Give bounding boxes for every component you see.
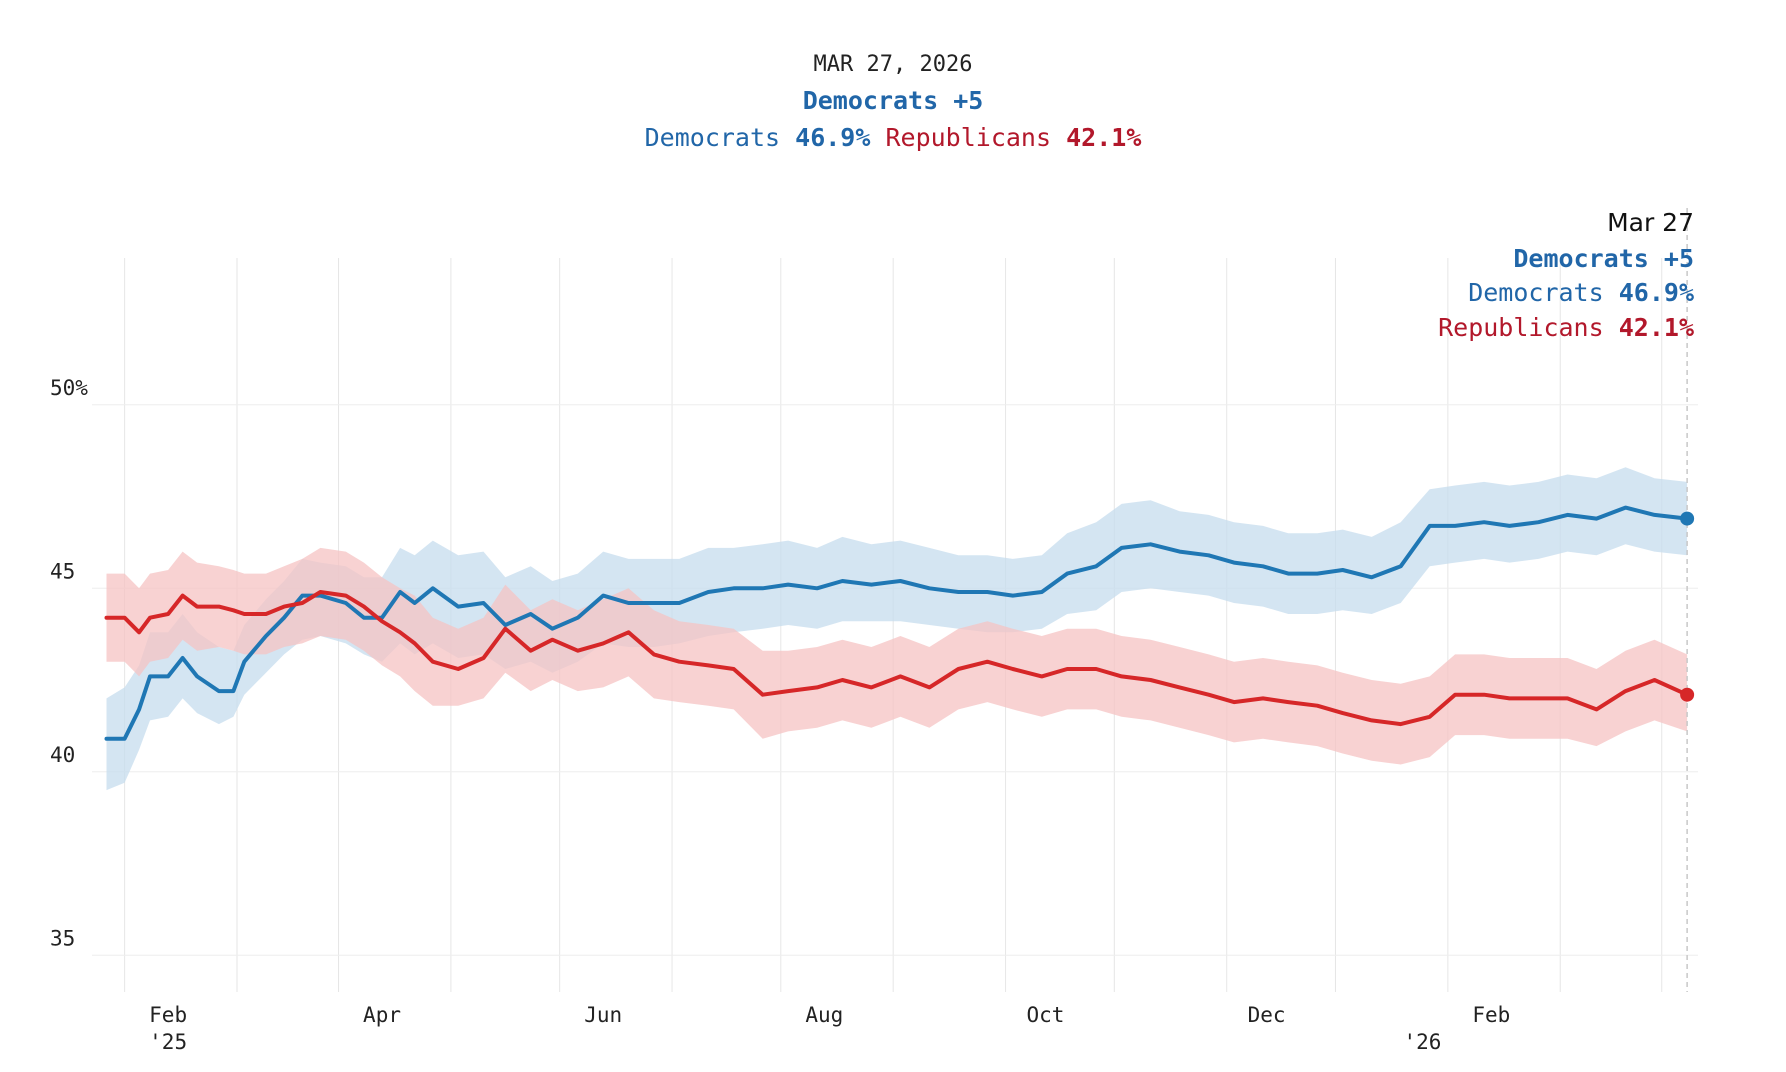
header-date: MAR 27, 2026 <box>813 52 973 77</box>
x-tick-label: Feb <box>149 1003 187 1027</box>
tooltip-lead: Democrats +5 <box>1513 244 1694 273</box>
header-rep-label: Republicans <box>885 123 1052 152</box>
y-tick-label: 35 <box>50 926 75 950</box>
x-tick-label: Jun <box>584 1003 622 1027</box>
x-tick-label: Aug <box>805 1003 843 1027</box>
header-dem-value: 46.9% <box>795 123 871 152</box>
tooltip-rep-value: 42.1% <box>1618 313 1694 342</box>
republicans-uncertainty-band <box>106 547 1688 765</box>
democrats-line <box>104 505 1690 741</box>
tooltip-dem: Democrats 46.9% <box>1468 278 1694 307</box>
democrats-uncertainty-band <box>106 467 1688 791</box>
tooltip-rep-label: Republicans <box>1438 313 1604 342</box>
tooltip-dem-label: Democrats <box>1468 278 1604 307</box>
democrats-endpoint-dot <box>1680 511 1695 526</box>
y-tick-label: 40 <box>50 743 75 767</box>
y-tick-label: 50% <box>50 376 88 400</box>
header-dem-label: Democrats <box>644 123 781 152</box>
republicans-endpoint-dot <box>1680 687 1695 702</box>
x-tick-label: Feb <box>1472 1003 1510 1027</box>
x-tick-label: Dec <box>1248 1003 1286 1027</box>
header-lead: Democrats +5 <box>802 86 984 115</box>
header-rep-value: 42.1% <box>1066 123 1142 152</box>
tooltip-rep: Republicans 42.1% <box>1438 313 1694 342</box>
tooltip-date: Mar 27 <box>1607 208 1694 237</box>
header-values: Democrats 46.9% Republicans 42.1% <box>0 123 1786 152</box>
y-tick-label: 45 <box>50 559 75 583</box>
x-tick-label: Oct <box>1026 1003 1064 1027</box>
republicans-line <box>104 590 1690 727</box>
x-tick-year-label: '25 <box>149 1030 187 1054</box>
tooltip-dem-value: 46.9% <box>1618 278 1694 307</box>
x-tick-label: Apr <box>363 1003 401 1027</box>
x-tick-year-label: '26 <box>1404 1030 1442 1054</box>
